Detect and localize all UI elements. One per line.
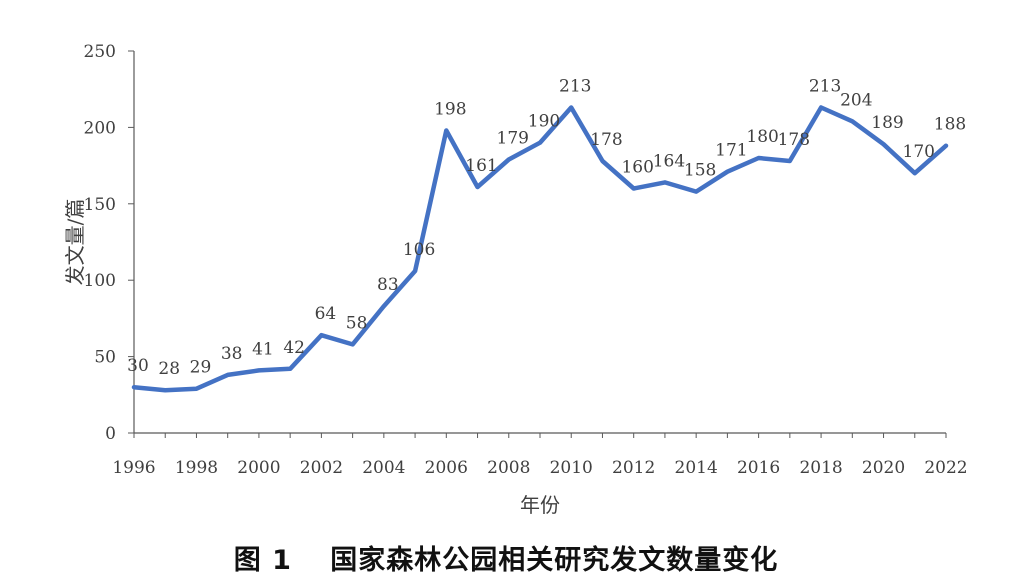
data-label: 64 [315, 304, 337, 324]
x-tick-labels: 1996 1998 2000 2002 2004 2006 2008 2010 2012 2014… [112, 458, 967, 478]
x-tick-label: 1996 [112, 458, 155, 478]
y-tick-label: 0 [105, 424, 116, 444]
data-label: 198 [434, 99, 466, 119]
data-label: 188 [934, 115, 966, 135]
x-tick-label: 2000 [237, 458, 280, 478]
series-group [131, 105, 949, 393]
x-tick-label: 2016 [737, 458, 780, 478]
data-label: 190 [528, 112, 560, 132]
x-tick-label: 2010 [550, 458, 593, 478]
y-tick-label: 250 [84, 42, 116, 62]
data-label: 106 [403, 240, 435, 260]
data-label: 204 [840, 90, 872, 110]
x-tick-label: 2018 [799, 458, 842, 478]
data-label: 189 [871, 113, 903, 133]
y-axis-label: 发文量/篇 [63, 199, 87, 286]
axes [128, 50, 947, 438]
data-label: 83 [377, 275, 399, 295]
data-label: 160 [621, 158, 653, 178]
series-line [131, 105, 949, 393]
data-label: 58 [346, 313, 368, 333]
data-label: 170 [903, 142, 935, 162]
data-label: 164 [653, 151, 685, 171]
x-tick-label: 2008 [487, 458, 530, 478]
x-tick-label: 2020 [862, 458, 905, 478]
x-tick-label: 1998 [175, 458, 218, 478]
data-label: 30 [127, 356, 149, 376]
data-label: 213 [559, 77, 591, 97]
data-label: 41 [252, 339, 274, 359]
y-tick-label: 100 [84, 271, 116, 291]
data-label: 178 [590, 130, 622, 150]
data-label: 28 [158, 359, 180, 379]
figure-caption: 图 1 国家森林公园相关研究发文数量变化 [233, 545, 779, 576]
x-tick-label: 2004 [362, 458, 405, 478]
x-axis-label: 年份 [520, 493, 560, 517]
x-tick-label: 2002 [300, 458, 343, 478]
x-tick-label: 2012 [612, 458, 655, 478]
data-label: 180 [746, 127, 778, 147]
y-tick-label: 200 [84, 118, 116, 138]
line-chart: 0 50 100 150 200 250 1996 1998 2000 2002 2004 2006… [63, 42, 968, 517]
data-label: 42 [283, 338, 305, 358]
x-tick-label: 2014 [675, 458, 718, 478]
x-tick-label: 2006 [425, 458, 468, 478]
data-label: 213 [809, 77, 841, 97]
data-label: 161 [465, 156, 497, 176]
data-label: 158 [684, 161, 716, 181]
y-tick-label: 50 [94, 348, 116, 368]
data-label: 178 [778, 130, 810, 150]
chart-svg: 0 50 100 150 200 250 1996 1998 2000 2002 2004 2006… [63, 42, 968, 517]
data-label: 179 [497, 128, 529, 148]
y-tick-label: 150 [84, 195, 116, 215]
data-label: 29 [190, 358, 212, 378]
y-tick-labels: 0 50 100 150 200 250 [84, 42, 116, 444]
x-tick-label: 2022 [924, 458, 967, 478]
data-label: 171 [715, 141, 747, 161]
data-label: 38 [221, 344, 243, 364]
